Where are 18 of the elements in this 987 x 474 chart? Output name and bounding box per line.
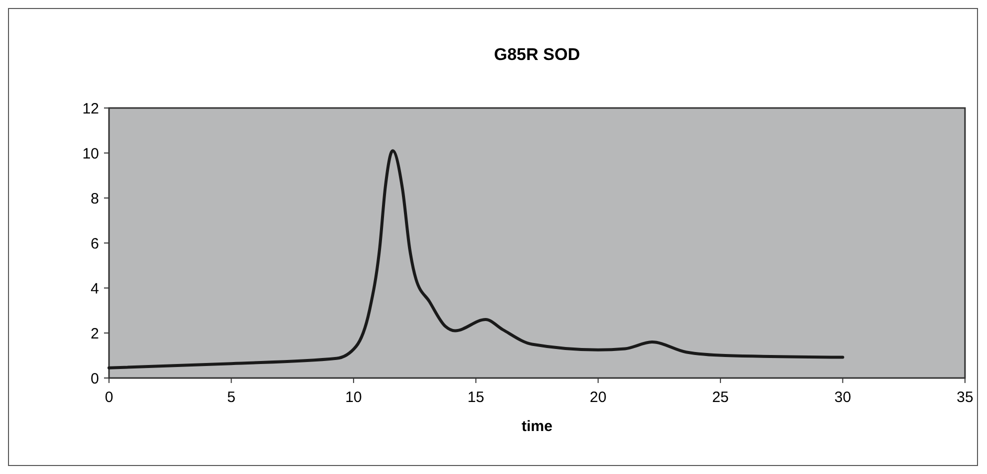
y-tick-label: 12 — [82, 100, 99, 118]
y-tick-label: 2 — [90, 325, 99, 342]
x-tick-label: 10 — [345, 389, 362, 406]
x-tick-label: 35 — [956, 389, 974, 406]
x-tick-label: 0 — [104, 389, 114, 406]
y-tick-label: 10 — [82, 145, 99, 162]
x-tick-label: 30 — [834, 389, 852, 406]
x-tick-label: 20 — [590, 389, 606, 406]
chart-title: G85R SOD — [494, 45, 580, 64]
x-tick-label: 15 — [468, 389, 484, 406]
x-axis-title: time — [522, 418, 552, 435]
y-tick-label: 0 — [90, 370, 99, 388]
x-tick-label: 5 — [227, 389, 236, 406]
y-tick-label: 6 — [90, 235, 99, 252]
x-tick-label: 25 — [712, 389, 729, 406]
line-series — [108, 149, 844, 370]
y-tick-label: 8 — [90, 190, 99, 208]
y-tick-label: 4 — [90, 280, 99, 298]
